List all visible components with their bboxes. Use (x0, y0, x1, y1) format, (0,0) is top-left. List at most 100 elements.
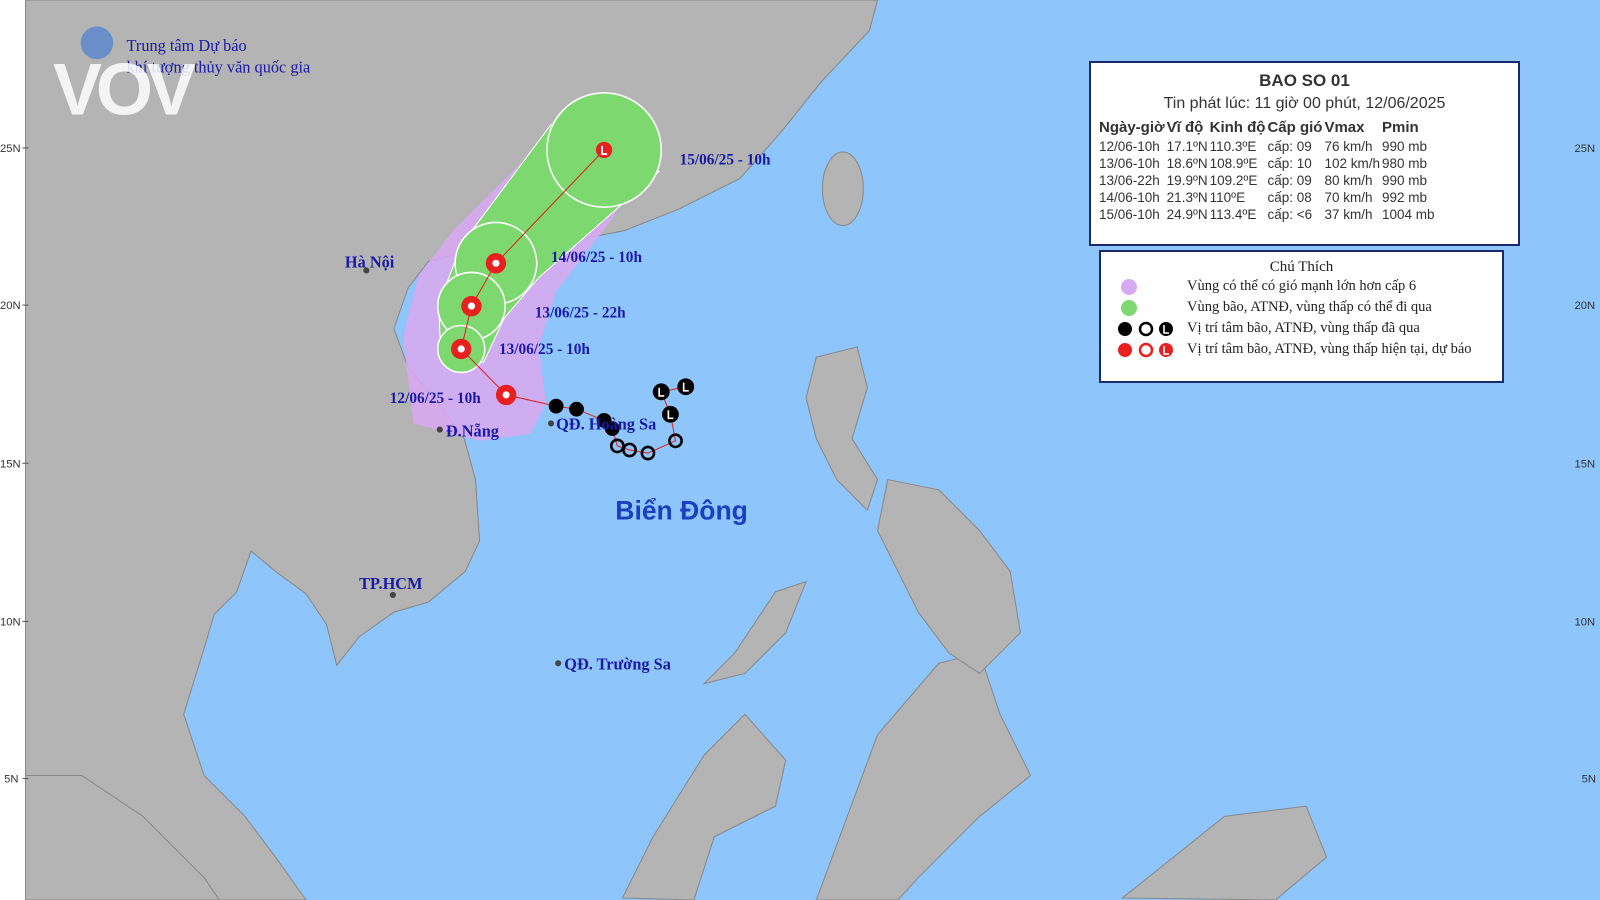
track-label: 14/06/25 - 10h (551, 249, 642, 266)
low-mark (1163, 345, 1169, 355)
eye (467, 302, 475, 310)
past-low (661, 405, 679, 423)
legend-title: Chú Thích (1269, 259, 1334, 275)
watermark: VOV (53, 47, 196, 130)
column-header: Kinh độ (1209, 119, 1266, 136)
table-cell: 80 km/h (1324, 173, 1373, 188)
table-cell: 24.9ºN (1166, 207, 1208, 222)
table-cell: 113.4ºE (1209, 207, 1257, 222)
swatch (1121, 278, 1137, 295)
lat-grid (22, 147, 29, 780)
lat-label: 10N (0, 617, 21, 629)
eye (457, 345, 465, 353)
land (821, 151, 864, 227)
org-logo (80, 26, 114, 60)
place-dot (555, 660, 562, 667)
table-cell: cấp: 09 (1267, 173, 1312, 188)
lat-label: 5N (1582, 774, 1596, 786)
legend-text: Vùng có thể có gió mạnh lớn hơn cấp 6 (1187, 278, 1417, 294)
swatch (1138, 342, 1154, 357)
table-body: 12/06-10h 17.1ºN 110.3ºE cấp: 09 76 km/h 990 … (1099, 138, 1437, 223)
place-label: QĐ. Hoàng Sa (556, 415, 656, 434)
low-mark (1163, 324, 1169, 334)
place-label: Đ.Nẵng (446, 422, 499, 441)
table-cell: 109.2ºE (1209, 173, 1258, 188)
place-dot (547, 420, 555, 427)
org-name: Trung tâm Dự báo (127, 36, 247, 55)
lat-label: 25N (0, 143, 21, 155)
column-header: Vmax (1324, 119, 1365, 136)
past-depression (668, 433, 683, 449)
eye (492, 259, 500, 267)
table-cell: cấp: 10 (1267, 156, 1312, 171)
track-label: 13/06/25 - 22h (535, 304, 626, 321)
past-low (677, 378, 695, 396)
lat-label: 5N (4, 774, 18, 786)
column-header: Ngày-giờ (1099, 119, 1165, 136)
past-depression (640, 445, 656, 461)
storm-eyes (457, 259, 510, 399)
legend-icon (1118, 342, 1173, 357)
legend-row: Vị trí tâm bão, ATNĐ, vùng thấp đã qua (1101, 318, 1502, 339)
land (805, 346, 879, 512)
table-cell: 12/06-10h (1099, 139, 1160, 154)
place-dot (363, 267, 370, 274)
table-row: 12/06-10h 17.1ºN 110.3ºE cấp: 09 76 km/h 990 … (1099, 138, 1437, 155)
table-cell: 14/06-10h (1099, 190, 1160, 205)
table-title: BAO SO 01 (1259, 71, 1350, 90)
swatch (1121, 299, 1137, 316)
legend: Chú Thích Vùng có thể có gió mạnh lớn hơ… (1099, 250, 1504, 383)
legend-row: Vị trí tâm bão, ATNĐ, vùng thấp hiện tại… (1101, 339, 1502, 360)
table-row: 13/06-10h 18.6ºN 108.9ºE cấp: 10 102 km/h 980… (1099, 155, 1437, 172)
place-dots (363, 267, 562, 667)
table-row: 13/06-22h 19.9ºN 109.2ºE cấp: 09 80 km/h 990 … (1099, 172, 1437, 189)
table-row: 15/06-10h 24.9ºN 113.4ºE cấp: <6 37 km/h 1004… (1099, 206, 1437, 223)
place-label: Hà Nội (345, 252, 395, 271)
table-cell: 21.3ºN (1166, 190, 1208, 205)
swatch (1159, 342, 1173, 357)
track-label: 12/06/25 - 10h (390, 390, 481, 407)
table-cell: 17.1ºN (1166, 139, 1208, 154)
table-cell: cấp: 08 (1267, 190, 1312, 205)
past-storm (548, 398, 564, 414)
swatch (1118, 321, 1132, 336)
place-label: TP.HCM (359, 574, 422, 593)
legend-row: Vùng có thể có gió mạnh lớn hơn cấp 6 (1101, 276, 1502, 297)
lat-label: 20N (0, 300, 21, 312)
land (621, 713, 787, 900)
table-cell: 102 km/h (1324, 156, 1380, 171)
lat-labels-right: 25N 20N 15N 10N 5N (1574, 143, 1595, 786)
low-mark (601, 145, 608, 155)
place-dot (436, 426, 443, 433)
table-cell: 13/06-10h (1099, 156, 1160, 171)
past-storm (604, 421, 620, 436)
forecast-table: Ngày-giờ Vĩ độ Kinh độ Cấp gió Vmax Pmin 12/0… (1099, 117, 1437, 223)
table-cell: 13/06-22h (1099, 173, 1160, 188)
legend-row: Vùng bão, ATNĐ, vùng thấp có thể đi qua (1101, 297, 1502, 318)
forecast-low (595, 141, 613, 159)
table-cell: 108.9ºE (1209, 156, 1258, 171)
table-cell: 70 km/h (1324, 190, 1373, 205)
track-label: 15/06/25 - 10h (680, 151, 771, 168)
table-head: Ngày-giờ Vĩ độ Kinh độ Cấp gió Vmax Pmin (1099, 117, 1437, 138)
swatch (1118, 342, 1132, 357)
forecast-markers (451, 141, 613, 406)
legend-icon (1121, 278, 1137, 295)
land (877, 478, 1021, 675)
place-dot (389, 591, 396, 598)
table-cell: 990 mb (1382, 173, 1428, 188)
table-cell: 18.6ºN (1166, 156, 1208, 171)
table-cell: 1004 mb (1382, 207, 1435, 222)
org-name: khí tượng thủy văn quốc gia (127, 57, 311, 76)
place-label: QĐ. Trường Sa (564, 654, 671, 673)
swatch (1138, 321, 1154, 336)
legend-icon (1121, 299, 1137, 316)
past-low (652, 383, 670, 401)
column-header: Vĩ độ (1166, 119, 1204, 136)
sea-label: Biển Đông (615, 495, 748, 525)
land (25, 775, 221, 900)
legend-text: Vị trí tâm bão, ATNĐ, vùng thấp đã qua (1187, 320, 1420, 336)
table-cell: cấp: 09 (1267, 139, 1312, 154)
